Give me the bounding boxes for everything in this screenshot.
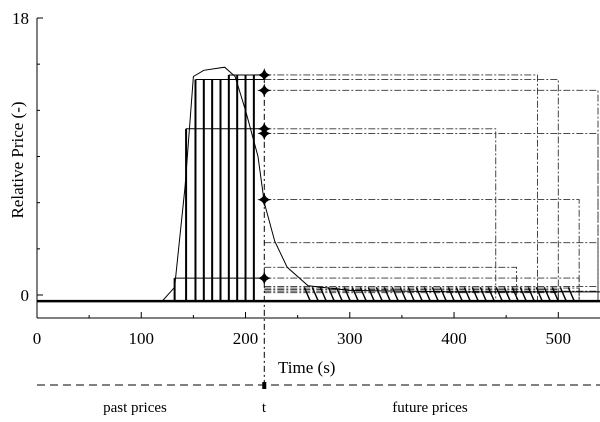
future-projections xyxy=(264,74,599,302)
projection-hatch xyxy=(463,287,471,302)
projection-hatch xyxy=(407,287,415,302)
projection-hatch xyxy=(559,287,567,302)
x-tick-label: 200 xyxy=(233,329,259,348)
x-tick-label: 100 xyxy=(129,329,155,348)
past-prices-label: past prices xyxy=(103,400,167,416)
projection-hatch xyxy=(471,287,479,302)
projection-hatch xyxy=(543,287,551,302)
x-tick-label: 300 xyxy=(337,329,363,348)
projection-line xyxy=(264,292,559,302)
x-axis-label: Time (s) xyxy=(278,358,335,377)
ticks: 0 100 200 300 400 500 0 18 xyxy=(12,9,571,348)
x-tick-label: 500 xyxy=(546,329,572,348)
projection-line xyxy=(264,132,599,302)
projection-hatch xyxy=(503,287,511,302)
current-price-markers xyxy=(257,67,272,389)
projection-line xyxy=(264,277,580,302)
projection-line xyxy=(264,199,580,302)
projection-hatch xyxy=(383,287,391,302)
projection-line xyxy=(264,128,497,302)
y-tick-label: 18 xyxy=(12,9,29,28)
projection-hatch xyxy=(519,287,527,302)
price-series-line xyxy=(37,66,600,302)
projection-hatch xyxy=(335,287,343,302)
projection-hatch xyxy=(351,287,359,302)
projection-line xyxy=(264,89,599,302)
projection-hatch xyxy=(535,287,543,302)
timeline: past prices t future prices xyxy=(37,384,600,416)
current-time-label: t xyxy=(262,400,267,416)
y-tick-label: 0 xyxy=(21,286,30,305)
current-price-marker xyxy=(257,192,272,207)
price-series xyxy=(37,66,600,303)
projection-hatch xyxy=(567,287,575,302)
y-axis-label: Relative Price (-) xyxy=(8,101,27,218)
projection-hatch xyxy=(311,287,319,302)
current-price-marker xyxy=(257,126,272,141)
projection-line xyxy=(264,289,559,302)
projection-hatch xyxy=(439,287,447,302)
current-price-marker xyxy=(257,83,272,98)
projection-hatch xyxy=(527,287,535,302)
projection-hatch xyxy=(487,287,495,302)
current-price-marker xyxy=(257,67,272,82)
projection-line xyxy=(264,266,518,302)
projection-hatch xyxy=(359,287,367,302)
projection-hatch xyxy=(375,287,383,302)
projection-hatch xyxy=(479,287,487,302)
projection-hatch xyxy=(511,287,519,302)
future-prices-label: future prices xyxy=(392,400,468,416)
axes xyxy=(36,18,600,319)
past-price-bars xyxy=(173,74,265,302)
projection-line xyxy=(264,79,559,302)
current-price-marker xyxy=(257,271,272,286)
projection-hatch xyxy=(367,287,375,302)
projection-hatch xyxy=(319,287,327,302)
projection-hatch xyxy=(399,287,407,302)
projection-hatch xyxy=(423,287,431,302)
projection-line xyxy=(264,290,599,302)
projection-hatch xyxy=(551,287,559,302)
projection-line xyxy=(264,74,538,302)
x-tick-label: 0 xyxy=(33,329,42,348)
projection-hatch xyxy=(455,287,463,302)
projection-hatch xyxy=(327,287,335,302)
projection-line xyxy=(264,286,599,302)
x-tick-label: 400 xyxy=(441,329,467,348)
projection-hatch xyxy=(415,287,423,302)
projection-hatch xyxy=(431,287,439,302)
projection-hatch xyxy=(495,287,503,302)
projection-hatch xyxy=(391,287,399,302)
projection-hatch xyxy=(447,287,455,302)
projection-hatch xyxy=(303,287,311,302)
